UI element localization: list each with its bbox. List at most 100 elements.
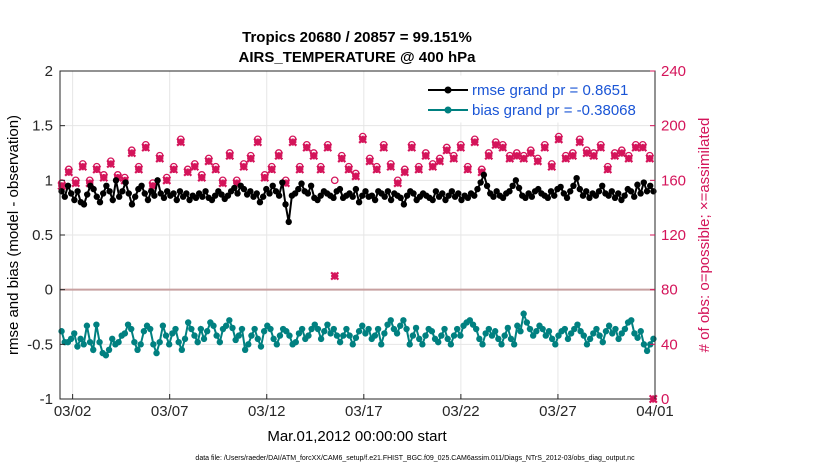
- data-file-footnote: data file: /Users/raeder/DAI/ATM_forcXX/…: [195, 455, 635, 462]
- bias-point: [102, 352, 110, 359]
- bias-point: [359, 322, 366, 329]
- bias-point: [229, 324, 236, 332]
- bias-point: [580, 332, 587, 339]
- x-tick-label: 03/07: [151, 403, 189, 420]
- obs-assimilated-point: [463, 165, 473, 174]
- legend: rmse grand pr = 0.8651 bias grand pr = -…: [419, 75, 651, 123]
- bias-point: [583, 341, 591, 348]
- rmse-point: [528, 193, 536, 200]
- rmse-point: [522, 194, 529, 202]
- obs-assimilated-point: [253, 137, 263, 147]
- bias-point: [435, 338, 442, 346]
- bias-point: [270, 335, 277, 343]
- bias-point: [150, 341, 157, 348]
- x-tick-label: 03/27: [539, 403, 577, 420]
- rmse-point: [445, 192, 452, 199]
- obs-assimilated-point: [624, 154, 634, 163]
- rmse-point: [234, 190, 241, 197]
- obs-assimilated-point: [211, 165, 221, 174]
- right-tick-label: 120: [661, 227, 686, 244]
- bias-point: [197, 325, 205, 333]
- bias-point: [491, 328, 499, 335]
- rmse-point: [253, 190, 260, 197]
- rmse-point: [410, 190, 417, 197]
- rmse-point: [586, 194, 593, 202]
- rmse-point: [304, 190, 312, 197]
- obs-assimilated-point: [92, 165, 102, 174]
- bias-point: [450, 332, 458, 339]
- rmse-point: [119, 188, 126, 195]
- obs-assimilated-point: [148, 181, 158, 191]
- bias-point: [181, 335, 189, 343]
- bias-point: [596, 332, 603, 339]
- rmse-point: [99, 190, 107, 197]
- rmse-point: [599, 182, 606, 189]
- left-tick-label: 1.5: [32, 118, 53, 135]
- obs-assimilated-point: [169, 165, 179, 174]
- bias-point: [254, 335, 262, 343]
- obs-assimilated-point: [134, 165, 144, 174]
- rmse-point: [355, 199, 363, 206]
- bias-point: [419, 341, 426, 348]
- bias-point: [504, 324, 512, 332]
- rmse-point: [647, 182, 654, 189]
- obs-assimilated-point: [638, 143, 648, 152]
- rmse-point: [240, 185, 248, 193]
- obs-assimilated-point: [302, 143, 312, 152]
- bias-point: [599, 338, 606, 346]
- bias-point: [520, 310, 527, 317]
- rmse-point: [634, 181, 641, 188]
- legend-bias-marker: [444, 106, 452, 114]
- legend-bias-label: bias grand pr = -0.38068: [472, 102, 636, 119]
- obs-assimilated-point: [323, 143, 333, 152]
- bias-point: [634, 334, 641, 341]
- bias-point: [628, 317, 635, 324]
- bias-point: [340, 332, 347, 339]
- bias-point: [216, 338, 224, 346]
- rmse-point: [381, 193, 388, 200]
- bias-point: [495, 335, 502, 343]
- rmse-point: [400, 201, 408, 208]
- obs-assimilated-point: [645, 154, 655, 163]
- rmse-point: [583, 188, 590, 195]
- rmse-point: [112, 177, 120, 184]
- bias-point: [457, 332, 464, 339]
- obs-assimilated-point: [141, 143, 151, 152]
- obs-assimilated-point: [568, 151, 578, 161]
- obs-assimilated-point: [57, 181, 67, 191]
- right-tick-label: 160: [661, 172, 686, 189]
- rmse-point: [551, 192, 558, 199]
- rmse-point: [608, 188, 616, 195]
- right-axis: 0 40 80 120 160 200 240: [650, 63, 686, 408]
- bias-point: [305, 332, 312, 339]
- obs-assimilated-point: [610, 151, 620, 161]
- obs-assimilated-point: [561, 154, 571, 163]
- bias-point: [355, 328, 363, 335]
- rmse-point: [515, 184, 523, 192]
- bias-point: [586, 335, 594, 343]
- rmse-point: [621, 192, 628, 199]
- bias-point: [194, 338, 201, 346]
- bias-point: [479, 341, 486, 348]
- obs-assimilated-point: [491, 140, 501, 150]
- rmse-point: [259, 193, 267, 200]
- bias-point: [90, 346, 97, 353]
- obs-possible-point: [330, 176, 339, 185]
- obs-assimilated-point: [407, 143, 417, 152]
- rmse-point: [279, 179, 286, 186]
- rmse-point: [144, 196, 152, 204]
- x-tick-label: 04/01: [636, 403, 674, 420]
- obs-assimilated-point: [526, 148, 536, 158]
- rmse-point: [573, 174, 580, 182]
- rmse-point: [336, 185, 344, 193]
- bias-point: [374, 325, 382, 333]
- obs-assimilated-point: [162, 175, 172, 185]
- bias-point: [485, 325, 493, 333]
- chart-title-line1: Tropics 20680 / 20857 = 99.151%: [242, 29, 472, 46]
- rmse-point: [397, 194, 404, 202]
- rmse-point: [122, 179, 129, 186]
- rmse-point: [282, 201, 289, 208]
- rmse-point: [138, 182, 145, 189]
- obs-assimilated-point: [428, 162, 438, 172]
- obs-assimilated-point: [239, 162, 249, 172]
